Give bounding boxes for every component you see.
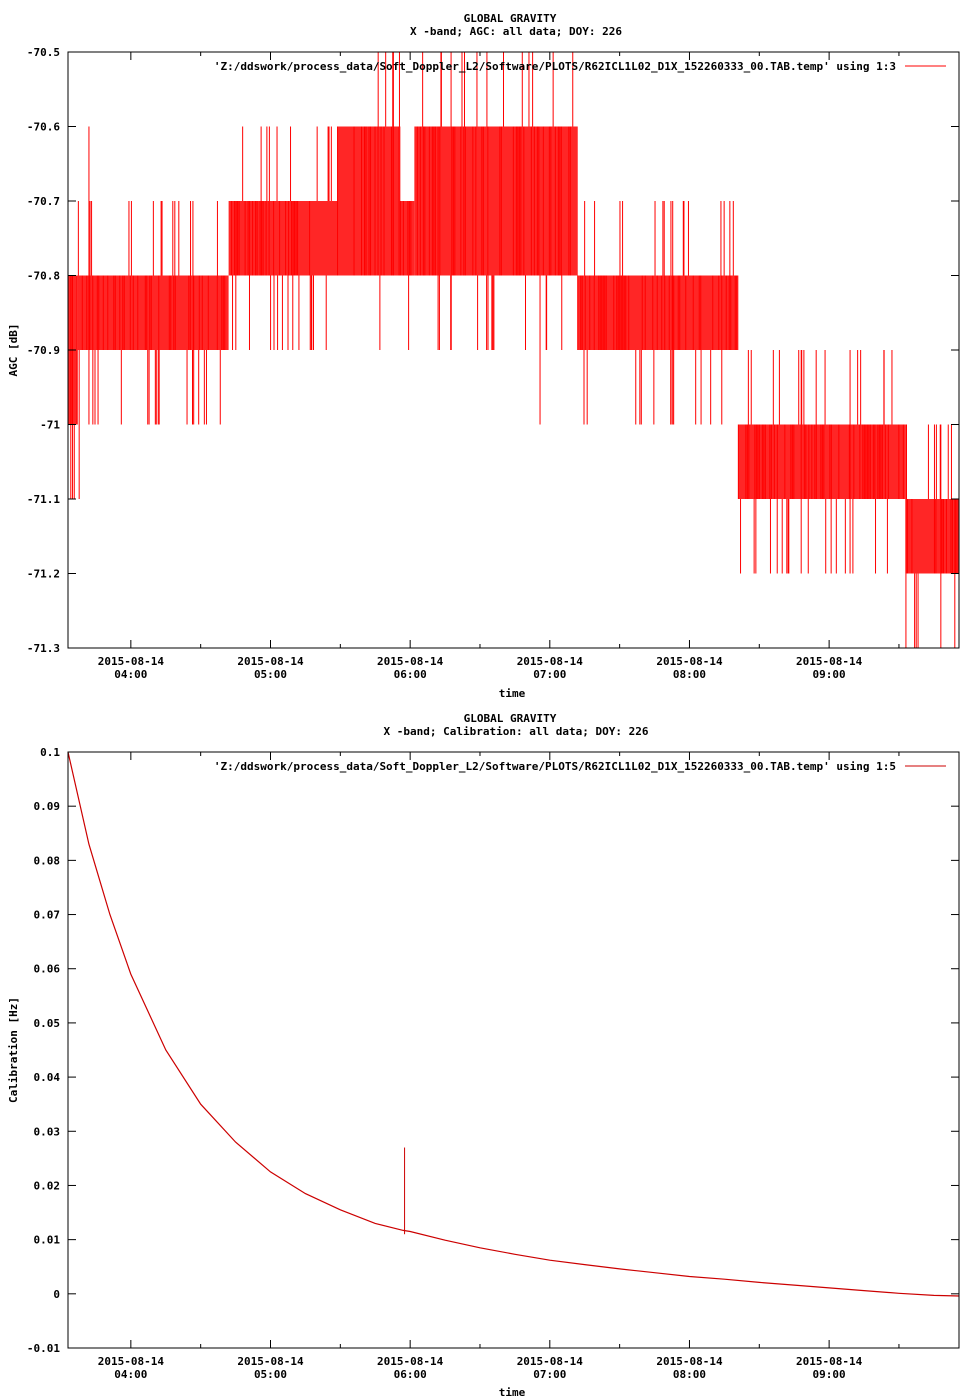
cal-legend-label: 'Z:/ddswork/process_data/Soft_Doppler_L2… [214,760,896,773]
x-tick-time: 04:00 [114,1368,147,1381]
calibration-line [67,751,960,1297]
y-tick-label: -71 [40,419,60,432]
agc-level-band [228,201,338,276]
agc-y-axis-label: AGC [dB] [7,324,20,377]
x-tick-date: 2015-08-14 [517,655,584,668]
x-tick-date: 2015-08-14 [377,1355,444,1368]
cal-x-axis-label: time [499,1386,526,1399]
x-tick-time: 09:00 [813,1368,846,1381]
cal-title-line2: X -band; Calibration: all data; DOY: 226 [384,725,649,738]
x-tick-date: 2015-08-14 [796,1355,863,1368]
y-tick-label: -70.6 [27,121,60,134]
agc-series [68,52,959,648]
calibration-chart: GLOBAL GRAVITY X -band; Calibration: all… [7,712,960,1399]
x-tick-time: 06:00 [394,1368,427,1381]
x-tick-time: 07:00 [533,668,566,681]
agc-legend-label: 'Z:/ddswork/process_data/Soft_Doppler_L2… [214,60,896,73]
x-tick-date: 2015-08-14 [656,1355,723,1368]
x-tick-date: 2015-08-14 [98,655,165,668]
y-tick-label: -0.01 [27,1342,60,1355]
y-tick-label: -71.2 [27,568,60,581]
x-tick-date: 2015-08-14 [656,655,723,668]
agc-title-line2: X -band; AGC: all data; DOY: 226 [410,25,622,38]
cal-y-axis: 0.1 0.09 0.08 0.07 0.06 0.05 0.04 0.03 0.02 0.01 0… [27,746,959,1355]
x-tick-time: 07:00 [533,1368,566,1381]
cal-y-axis-label: Calibration [Hz] [7,997,20,1103]
x-tick-time: 08:00 [673,1368,706,1381]
agc-title-line1: GLOBAL GRAVITY [464,12,557,25]
x-tick-time: 04:00 [114,668,147,681]
y-tick-label: 0.01 [34,1234,61,1247]
y-tick-label: -70.8 [27,270,60,283]
y-tick-label: -71.3 [27,642,60,655]
x-tick-date: 2015-08-14 [796,655,863,668]
x-tick-time: 09:00 [813,668,846,681]
x-tick-date: 2015-08-14 [237,1355,304,1368]
agc-x-axis-label: time [499,687,526,700]
y-tick-label: -71.1 [27,493,60,506]
calibration-series [67,751,960,1297]
x-tick-time: 08:00 [673,668,706,681]
x-tick-date: 2015-08-14 [98,1355,165,1368]
y-tick-label: 0.05 [34,1017,61,1030]
x-tick-date: 2015-08-14 [237,655,304,668]
agc-level-band [77,275,229,350]
y-tick-label: 0 [53,1288,60,1301]
agc-level-band [400,201,415,276]
agc-y-axis: -70.5 -70.6 -70.7 -70.8 -70.9 -71 -71.1 -71.2 -7… [27,46,959,655]
y-tick-label: -70.5 [27,46,60,59]
y-tick-label: 0.1 [40,746,60,759]
y-tick-label: 0.02 [34,1179,61,1192]
x-tick-date: 2015-08-14 [377,655,444,668]
y-tick-label: 0.07 [34,909,61,922]
agc-level-band [414,126,578,276]
y-tick-label: 0.03 [34,1125,61,1138]
cal-title-line1: GLOBAL GRAVITY [464,712,557,725]
y-tick-label: 0.09 [34,800,61,813]
agc-level-band [905,499,959,574]
x-tick-time: 05:00 [254,668,287,681]
x-tick-time: 05:00 [254,1368,287,1381]
y-tick-label: 0.06 [34,963,61,976]
y-tick-label: -70.9 [27,344,60,357]
y-tick-label: 0.08 [34,854,61,867]
cal-plot-frame [67,751,960,1349]
agc-x-axis: 2015-08-1404:002015-08-1405:002015-08-14… [98,52,900,681]
agc-chart: GLOBAL GRAVITY X -band; AGC: all data; D… [7,12,960,700]
x-tick-time: 06:00 [394,668,427,681]
cal-x-axis: 2015-08-1404:002015-08-1405:002015-08-14… [98,752,900,1381]
x-tick-date: 2015-08-14 [517,1355,584,1368]
y-tick-label: -70.7 [27,195,60,208]
y-tick-label: 0.04 [34,1071,61,1084]
